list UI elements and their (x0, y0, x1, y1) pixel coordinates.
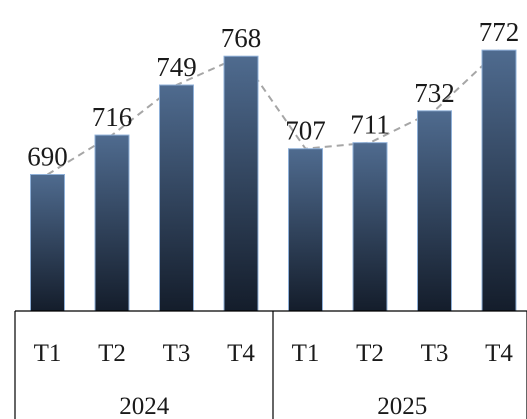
value-labels-layer: 690 716 749 768 707 711 732 772 (27, 17, 519, 171)
bar (352, 142, 388, 312)
bar (94, 134, 130, 312)
tick-label: T4 (227, 340, 255, 367)
tick-label: T3 (421, 340, 449, 367)
bar (288, 148, 323, 312)
data-label: 716 (92, 102, 133, 132)
bar (159, 84, 194, 312)
tick-label: T3 (163, 340, 191, 367)
data-label: 749 (156, 52, 197, 82)
bar (30, 174, 65, 312)
group-label: 2025 (377, 393, 427, 419)
bar (481, 49, 517, 312)
data-label: 772 (479, 17, 520, 47)
group-label: 2024 (119, 393, 170, 419)
tick-label: T1 (34, 340, 62, 367)
tick-label: T2 (356, 340, 384, 367)
data-label: 690 (27, 142, 68, 172)
data-label: 707 (285, 116, 326, 146)
trend-line (46, 49, 500, 176)
data-label: 732 (414, 78, 455, 108)
tick-label: T4 (485, 340, 513, 367)
bar (223, 55, 259, 312)
data-label: 711 (350, 110, 390, 140)
data-label: 768 (221, 23, 262, 53)
tick-label: T2 (98, 340, 126, 367)
trend-line-layer (46, 49, 500, 176)
tick-label: T1 (292, 340, 320, 367)
bars-layer (30, 49, 517, 312)
category-axis-table: T1 T2 T3 T4 T1 T2 T3 T4 2024 2025 (14, 310, 527, 419)
bar (417, 110, 452, 312)
